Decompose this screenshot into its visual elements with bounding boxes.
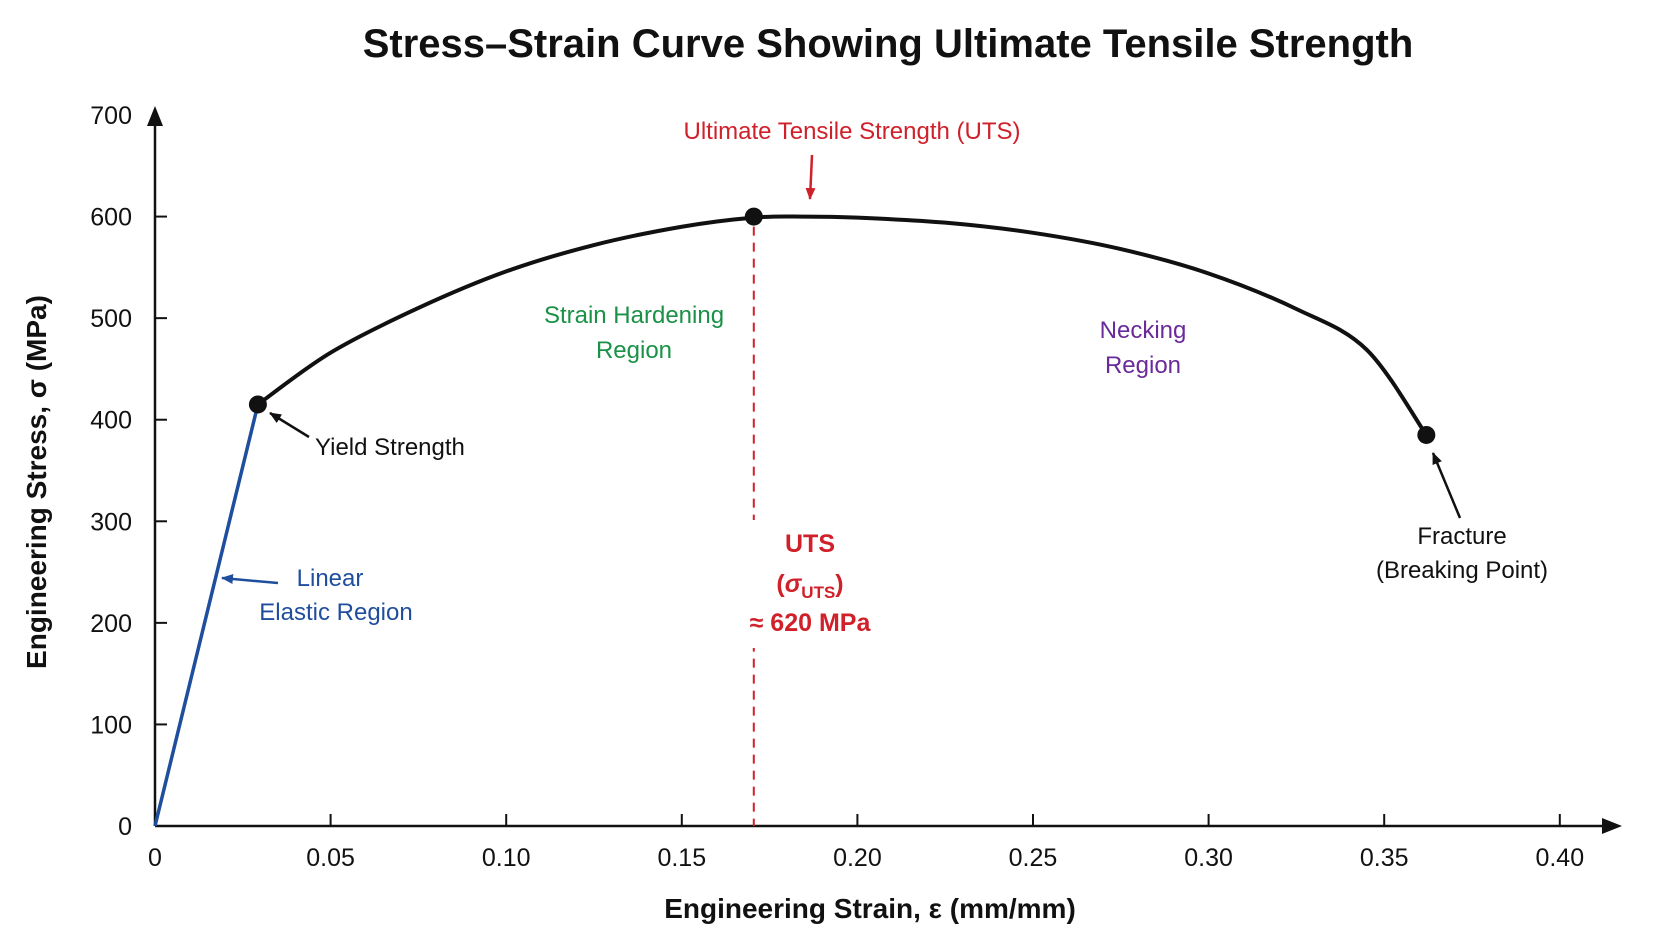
y-tick-label: 700 bbox=[90, 102, 132, 130]
linear-elastic-label: Linear bbox=[297, 565, 364, 592]
x-tick-label: 0.40 bbox=[1535, 844, 1584, 872]
necking-label: Necking bbox=[1100, 317, 1187, 344]
x-tick-label: 0.10 bbox=[482, 844, 531, 872]
chart-title: Stress–Strain Curve Showing Ultimate Ten… bbox=[363, 22, 1414, 66]
stress-strain-curve bbox=[256, 214, 1428, 437]
uts-label-background bbox=[728, 520, 893, 648]
x-tick-label: 0.35 bbox=[1360, 844, 1409, 872]
x-tick-label: 0.05 bbox=[306, 844, 355, 872]
uts-value-label: ≈ 620 MPa bbox=[750, 609, 872, 637]
uts-top-annotation: Ultimate Tensile Strength (UTS) bbox=[683, 118, 1020, 145]
linear-elastic-label-line2: Elastic Region bbox=[259, 599, 412, 626]
y-tick-label: 200 bbox=[90, 610, 132, 638]
fracture-point bbox=[1417, 425, 1436, 444]
x-ticks: 0 0.05 0.10 0.15 0.20 0.25 0.30 0.35 0.40 bbox=[148, 814, 1584, 872]
necking-label-line2: Region bbox=[1105, 352, 1181, 379]
x-tick-label: 0 bbox=[148, 844, 162, 872]
strain-hardening-label: Strain Hardening bbox=[544, 302, 724, 329]
fracture-label-line2: (Breaking Point) bbox=[1376, 557, 1548, 584]
uts-point bbox=[744, 207, 763, 226]
axes bbox=[147, 106, 1622, 834]
y-tick-label: 500 bbox=[90, 305, 132, 333]
y-ticks: 0 100 200 300 400 500 600 700 bbox=[90, 102, 167, 841]
y-axis-label: Engineering Stress, σ (MPa) bbox=[21, 295, 52, 669]
uts-sigma-symbol: σ bbox=[785, 570, 803, 598]
x-tick-label: 0.15 bbox=[657, 844, 706, 872]
uts-sigma-subscript: UTS bbox=[801, 583, 835, 602]
x-axis-label: Engineering Strain, ε (mm/mm) bbox=[664, 893, 1076, 924]
y-tick-label: 300 bbox=[90, 508, 132, 536]
x-tick-label: 0.25 bbox=[1009, 844, 1058, 872]
x-tick-label: 0.20 bbox=[833, 844, 882, 872]
y-axis-arrow-icon bbox=[147, 106, 163, 126]
y-tick-label: 400 bbox=[90, 407, 132, 435]
fracture-arrow-icon bbox=[1431, 452, 1462, 519]
y-tick-label: 600 bbox=[90, 204, 132, 232]
linear-elastic-segment bbox=[153, 404, 260, 827]
yield-point bbox=[248, 395, 267, 414]
y-tick-label: 0 bbox=[118, 813, 132, 841]
yield-strength-label: Yield Strength bbox=[315, 434, 465, 461]
fracture-label: Fracture bbox=[1417, 523, 1506, 550]
x-axis-arrow-icon bbox=[1602, 818, 1622, 834]
linear-elastic-arrow-icon bbox=[221, 573, 279, 585]
yield-arrow-icon bbox=[269, 411, 310, 439]
uts-center-label: UTS bbox=[785, 530, 835, 558]
y-tick-label: 100 bbox=[90, 711, 132, 739]
x-tick-label: 0.30 bbox=[1184, 844, 1233, 872]
uts-arrow-icon bbox=[805, 154, 816, 200]
strain-hardening-label-line2: Region bbox=[596, 337, 672, 364]
